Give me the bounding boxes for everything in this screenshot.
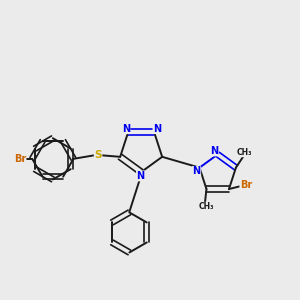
Text: N: N [193, 167, 201, 176]
Text: Br: Br [14, 154, 26, 164]
Text: N: N [210, 146, 218, 156]
Text: CH₃: CH₃ [236, 148, 252, 157]
Text: S: S [94, 150, 102, 161]
Text: Br: Br [240, 180, 252, 190]
Text: CH₃: CH₃ [198, 202, 214, 211]
Text: N: N [153, 124, 161, 134]
Text: N: N [122, 124, 130, 134]
Text: N: N [136, 171, 145, 181]
